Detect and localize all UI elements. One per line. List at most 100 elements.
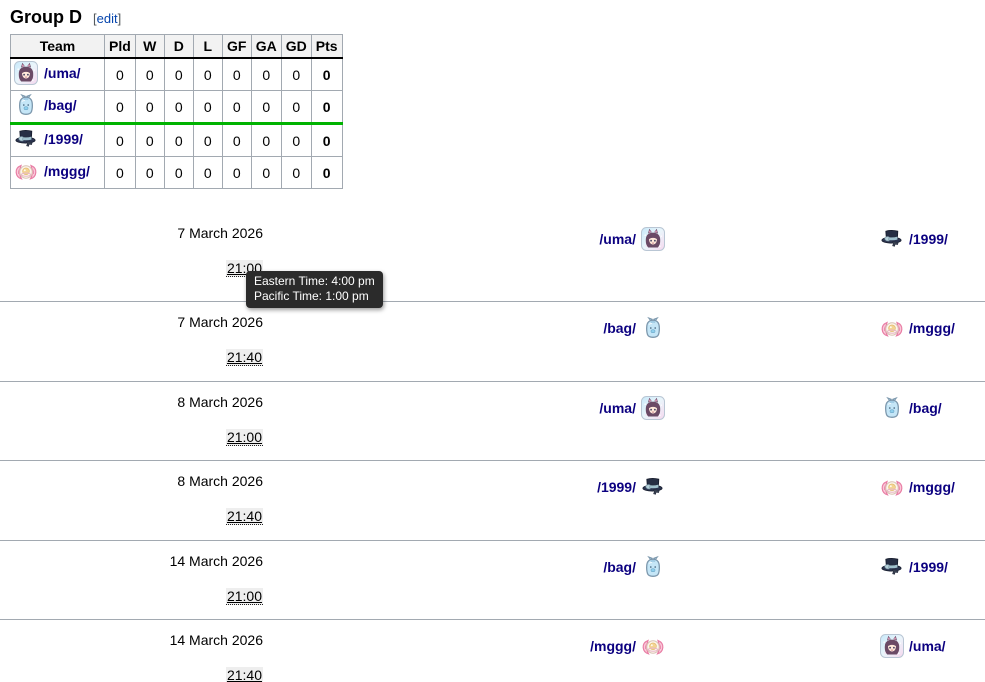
- stat-cell: 0: [192, 123, 223, 157]
- home-team-link-1999[interactable]: /1999/: [597, 475, 665, 499]
- away-team-link-1999[interactable]: /1999/: [880, 555, 948, 579]
- fixture-date: 14 March 2026: [169, 552, 263, 569]
- stat-cell: 0: [134, 123, 165, 157]
- 1999-mascot-icon[interactable]: [641, 475, 665, 499]
- stat-cell: 0: [280, 156, 312, 189]
- fixture-row-2: 7 March 2026 21:40 /bag/ /mggg/: [0, 301, 985, 381]
- kickoff-time[interactable]: 21:00: [225, 587, 263, 605]
- home-team-name: /bag/: [603, 320, 636, 336]
- home-team-link-uma[interactable]: /uma/: [599, 396, 665, 420]
- points-cell: 0: [310, 123, 343, 157]
- edit-link[interactable]: edit: [96, 11, 118, 26]
- stat-cell: 0: [192, 57, 223, 91]
- 1999-mascot-icon[interactable]: [14, 127, 38, 151]
- bag-mascot-icon[interactable]: [641, 555, 665, 579]
- stat-cell: 0: [104, 123, 136, 157]
- mggg-mascot-icon[interactable]: [880, 316, 904, 340]
- away-team-link-1999[interactable]: /1999/: [880, 227, 948, 251]
- kickoff-time[interactable]: 21:40: [225, 508, 263, 525]
- stat-cell: 0: [104, 90, 136, 125]
- fixture-date: 14 March 2026: [169, 632, 263, 648]
- column-header-ga: GA: [250, 34, 282, 59]
- column-header-gf: GF: [221, 34, 252, 59]
- away-team-name: /bag/: [909, 399, 942, 416]
- uma-mascot-icon[interactable]: [641, 396, 665, 420]
- home-team-link-bag[interactable]: /bag/: [603, 555, 665, 579]
- stat-cell: 0: [280, 123, 312, 157]
- kickoff-time[interactable]: 21:00: [225, 428, 263, 446]
- stat-cell: 0: [163, 57, 194, 91]
- points-cell: 0: [310, 156, 343, 189]
- fixtures-list: 7 March 2026 21:00 /uma/ /1999/ 7 March …: [0, 213, 985, 682]
- team-link-bag[interactable]: /bag/: [14, 93, 77, 117]
- group-standings-table: Team Pld W D L GF GA GD Pts /uma/ 0: [10, 34, 343, 189]
- away-team-name: /1999/: [909, 231, 948, 247]
- team-name: /bag/: [44, 97, 77, 113]
- mggg-mascot-icon[interactable]: [880, 475, 904, 499]
- home-team-name: /1999/: [597, 479, 636, 495]
- stat-cell: 0: [221, 90, 252, 125]
- fixture-date: 7 March 2026: [177, 314, 263, 330]
- away-team-link-uma[interactable]: /uma/: [880, 634, 946, 658]
- stat-cell: 0: [104, 156, 136, 189]
- 1999-mascot-icon[interactable]: [880, 555, 904, 579]
- bag-mascot-icon[interactable]: [641, 316, 665, 340]
- standings-header-row: Team Pld W D L GF GA GD Pts: [10, 34, 343, 59]
- stat-cell: 0: [250, 123, 282, 157]
- stat-cell: 0: [250, 156, 282, 189]
- bag-mascot-icon[interactable]: [14, 93, 38, 117]
- fixture-row-1: 7 March 2026 21:00 /uma/ /1999/: [0, 213, 985, 301]
- uma-mascot-icon[interactable]: [641, 227, 665, 251]
- stat-cell: 0: [163, 156, 194, 189]
- home-team-name: /uma/: [599, 399, 636, 416]
- fixture-row-6: 14 March 2026 21:40 /mggg/ /uma/: [0, 619, 985, 682]
- away-team-name: /mggg/: [909, 479, 955, 495]
- column-header-d: D: [163, 34, 194, 59]
- home-team-link-mggg[interactable]: /mggg/: [590, 634, 665, 658]
- team-link-uma[interactable]: /uma/: [14, 61, 81, 85]
- standings-row-1999: /1999/ 0 0 0 0 0 0 0 0: [10, 123, 343, 157]
- standings-row-mggg: /mggg/ 0 0 0 0 0 0 0 0: [10, 156, 343, 189]
- section-heading: Group D [edit]: [10, 8, 985, 27]
- away-team-link-mggg[interactable]: /mggg/: [880, 316, 955, 340]
- team-name: /1999/: [44, 131, 83, 147]
- away-team-link-bag[interactable]: /bag/: [880, 396, 942, 420]
- tooltip-line-eastern: Eastern Time: 4:00 pm: [254, 274, 375, 288]
- standings-row-uma: /uma/ 0 0 0 0 0 0 0 0: [10, 57, 343, 91]
- points-cell: 0: [310, 57, 343, 91]
- mggg-mascot-icon[interactable]: [14, 159, 38, 183]
- timezone-tooltip: Eastern Time: 4:00 pm Pacific Time: 1:00…: [246, 271, 383, 308]
- column-header-pts: Pts: [310, 34, 343, 59]
- stat-cell: 0: [221, 57, 252, 91]
- stat-cell: 0: [134, 90, 165, 125]
- away-team-link-mggg[interactable]: /mggg/: [880, 475, 955, 499]
- stat-cell: 0: [104, 57, 136, 91]
- score-spacer: [665, 382, 880, 461]
- stat-cell: 0: [192, 90, 223, 125]
- stat-cell: 0: [280, 57, 312, 91]
- stat-cell: 0: [250, 57, 282, 91]
- bag-mascot-icon[interactable]: [880, 396, 904, 420]
- fixture-row-4: 8 March 2026 21:40 /1999/ /mggg/: [0, 460, 985, 540]
- stat-cell: 0: [134, 57, 165, 91]
- home-team-link-bag[interactable]: /bag/: [603, 316, 665, 340]
- kickoff-time[interactable]: 21:40: [225, 667, 263, 682]
- mggg-mascot-icon[interactable]: [641, 634, 665, 658]
- team-link-1999[interactable]: /1999/: [14, 127, 83, 151]
- stat-cell: 0: [163, 90, 194, 125]
- fixture-date: 8 March 2026: [177, 473, 263, 489]
- team-name: /uma/: [44, 65, 81, 81]
- 1999-mascot-icon[interactable]: [880, 227, 904, 251]
- uma-mascot-icon[interactable]: [14, 61, 38, 85]
- tooltip-line-pacific: Pacific Time: 1:00 pm: [254, 289, 369, 303]
- stat-cell: 0: [221, 123, 252, 157]
- team-link-mggg[interactable]: /mggg/: [14, 159, 90, 183]
- kickoff-time[interactable]: 21:40: [225, 349, 263, 366]
- points-cell: 0: [310, 90, 343, 125]
- home-team-link-uma[interactable]: /uma/: [599, 227, 665, 251]
- uma-mascot-icon[interactable]: [880, 634, 904, 658]
- score-spacer: [665, 213, 880, 301]
- standings-row-bag: /bag/ 0 0 0 0 0 0 0 0: [10, 90, 343, 125]
- score-spacer: [665, 302, 880, 381]
